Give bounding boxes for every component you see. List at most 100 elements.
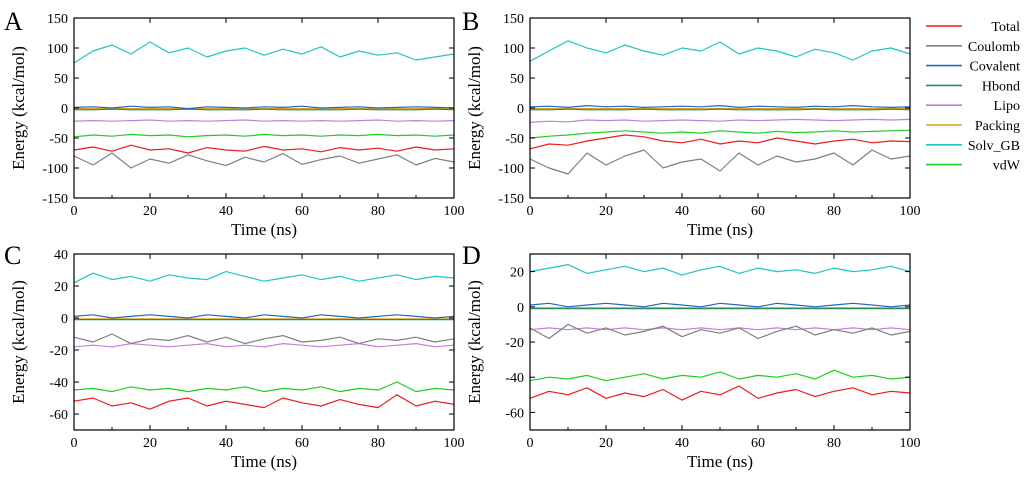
x-tick-label: 60 <box>751 204 765 219</box>
series-line-solv-gb <box>73 41 455 64</box>
x-tick-label: 20 <box>599 204 613 219</box>
series-line-vdw <box>529 129 911 139</box>
x-tick-label: 60 <box>751 436 765 451</box>
series-line-solv-gb <box>73 271 455 284</box>
x-tick-label: 60 <box>295 204 309 219</box>
legend-item-solv-gb: Solv_GB <box>926 139 1020 154</box>
series-line-lipo <box>73 119 455 122</box>
series-line-vdw <box>73 381 455 393</box>
series-line-covalent <box>73 314 455 319</box>
y-tick-label: 0 <box>61 102 68 117</box>
y-axis-title: Energy (kcal/mol) <box>9 280 28 404</box>
x-tick-label: 40 <box>219 436 233 451</box>
y-tick-label: 100 <box>503 42 524 57</box>
y-tick-label: -50 <box>49 132 68 147</box>
legend-label: Packing <box>975 119 1020 134</box>
series-line-coulomb <box>73 152 455 169</box>
series-line-total <box>529 385 911 401</box>
series-line-covalent <box>529 302 911 308</box>
legend-label: Solv_GB <box>968 139 1020 154</box>
x-tick-label: 0 <box>71 204 78 219</box>
series-line-total <box>73 144 455 154</box>
x-tick-label: 80 <box>827 436 841 451</box>
x-tick-label: 20 <box>143 204 157 219</box>
series-line-total <box>529 134 911 150</box>
y-tick-label: 150 <box>503 12 524 27</box>
y-tick-label: -50 <box>505 132 524 147</box>
panel-letter: B <box>462 7 479 36</box>
y-tick-label: 0 <box>61 312 68 327</box>
y-axis-title: Energy (kcal/mol) <box>9 46 28 170</box>
series-line-coulomb <box>73 333 455 345</box>
x-axis-title: Time (ns) <box>687 452 753 471</box>
legend-label: Total <box>991 20 1020 35</box>
y-axis-title: Energy (kcal/mol) <box>465 46 484 170</box>
legend-item-packing: Packing <box>926 119 1020 134</box>
y-tick-label: 0 <box>517 102 524 117</box>
y-tick-label: 40 <box>54 248 68 263</box>
x-tick-label: 80 <box>827 204 841 219</box>
y-tick-label: -60 <box>49 408 68 423</box>
y-tick-label: -60 <box>505 406 524 421</box>
y-tick-label: -100 <box>498 162 524 177</box>
y-tick-label: 100 <box>47 42 68 57</box>
panel-letter: A <box>4 7 23 36</box>
legend-item-covalent: Covalent <box>926 60 1020 75</box>
series-line-hbond <box>530 108 911 111</box>
x-axis-title: Time (ns) <box>231 452 297 471</box>
series-line-vdw <box>529 369 911 382</box>
y-tick-label: -100 <box>42 162 68 177</box>
x-tick-label: 80 <box>371 204 385 219</box>
y-tick-label: -150 <box>42 192 68 207</box>
series-line-covalent <box>529 104 911 109</box>
y-tick-label: 150 <box>47 12 68 27</box>
legend-item-lipo: Lipo <box>926 99 1020 114</box>
legend-item-hbond: Hbond <box>926 79 1020 94</box>
y-tick-label: -20 <box>49 344 68 359</box>
legend-item-vdw: vdW <box>926 159 1021 174</box>
series-line-lipo <box>529 327 911 331</box>
series-line-lipo <box>73 343 455 348</box>
y-tick-label: -20 <box>505 336 524 351</box>
x-tick-label: 20 <box>143 436 157 451</box>
x-axis-title: Time (ns) <box>687 220 753 239</box>
chart-panel-b: B 0 20 40 60 80 100 -150 -100 -50 0 50 100 150 Time (n… <box>462 7 921 239</box>
plot-frame <box>73 253 455 431</box>
legend-label: Covalent <box>969 60 1020 75</box>
chart-panel-d: D 0 20 40 60 80 100 -60 -40 -20 0 20 Time (ns) Energy… <box>462 241 921 471</box>
y-tick-label: 50 <box>510 72 524 87</box>
series-line-hbond <box>74 108 455 111</box>
series-line-solv-gb <box>529 40 911 62</box>
x-tick-label: 40 <box>675 436 689 451</box>
chart-legend: Total Coulomb Covalent Hbond Lipo Packing Solv… <box>926 20 1021 174</box>
legend-label: Hbond <box>982 79 1020 94</box>
y-tick-label: 0 <box>517 301 524 316</box>
series-line-coulomb <box>529 323 911 340</box>
y-tick-label: -150 <box>498 192 524 207</box>
x-tick-label: 40 <box>219 204 233 219</box>
series-line-solv-gb <box>529 264 911 276</box>
y-axis-title: Energy (kcal/mol) <box>465 280 484 404</box>
chart-panel-a: A 0 20 40 60 80 100 -150 -100 -50 0 50 100 150 Time (n… <box>4 7 465 239</box>
series-line-covalent <box>73 105 455 110</box>
y-tick-label: 20 <box>54 280 68 295</box>
x-tick-label: 100 <box>900 204 921 219</box>
legend-item-coulomb: Coulomb <box>926 40 1020 55</box>
x-tick-label: 20 <box>599 436 613 451</box>
panel-letter: C <box>4 241 21 270</box>
x-tick-label: 0 <box>527 204 534 219</box>
x-tick-label: 0 <box>527 436 534 451</box>
y-tick-label: -40 <box>49 376 68 391</box>
x-tick-label: 100 <box>444 436 465 451</box>
x-axis-title: Time (ns) <box>231 220 297 239</box>
series-line-total <box>73 394 455 410</box>
x-tick-label: 80 <box>371 436 385 451</box>
y-tick-label: -40 <box>505 371 524 386</box>
legend-label: Lipo <box>994 99 1020 114</box>
plot-frame <box>529 253 911 431</box>
legend-item-total: Total <box>926 20 1020 35</box>
series-line-vdw <box>73 133 455 138</box>
y-tick-label: 20 <box>510 266 524 281</box>
